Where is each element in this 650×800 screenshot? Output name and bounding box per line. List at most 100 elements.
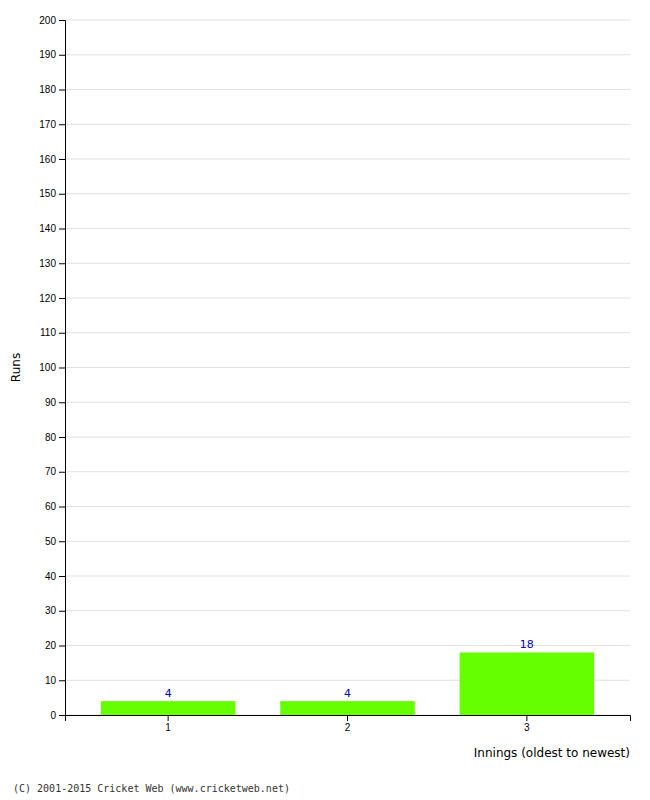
y-tick-mark — [59, 576, 65, 577]
grid-line — [65, 541, 630, 542]
grid-line — [65, 159, 630, 160]
y-tick-mark — [59, 333, 65, 334]
y-tick-mark — [59, 194, 65, 195]
y-tick-mark — [59, 159, 65, 160]
x-axis: 1 2 3 — [66, 715, 631, 733]
grid-line — [65, 89, 630, 90]
y-tick: 160 — [39, 154, 65, 165]
grid-line — [65, 228, 630, 229]
y-tick: 20 — [45, 640, 65, 651]
grid-line — [65, 54, 630, 55]
grid-line — [65, 298, 630, 299]
y-tick: 80 — [45, 432, 65, 443]
y-tick-mark — [59, 680, 65, 681]
y-tick-mark — [59, 402, 65, 403]
y-tick-mark — [59, 541, 65, 542]
y-tick-label: 140 — [39, 223, 56, 234]
y-tick-label: 110 — [40, 327, 56, 338]
y-tick: 200 — [39, 15, 65, 26]
y-tick: 140 — [39, 223, 65, 234]
y-tick-mark — [59, 20, 65, 21]
y-tick-mark — [59, 90, 65, 91]
y-tick: 60 — [45, 501, 65, 512]
y-tick-label: 40 — [45, 571, 57, 582]
bar — [460, 652, 595, 715]
y-tick-mark — [59, 646, 65, 647]
y-tick-mark — [59, 715, 65, 716]
x-tick-label: 2 — [345, 722, 351, 733]
y-tick-label: 160 — [39, 154, 56, 165]
y-tick-mark — [59, 55, 65, 56]
bars — [101, 652, 594, 715]
y-tick-mark — [59, 263, 65, 264]
x-tick: 3 — [524, 715, 530, 733]
grid-line — [65, 471, 630, 472]
y-tick-label: 130 — [39, 258, 56, 269]
data-label: 18 — [520, 638, 534, 651]
y-tick-mark — [59, 229, 65, 230]
data-labels: 4418 — [165, 638, 534, 700]
grid — [65, 20, 630, 715]
y-tick: 100 — [39, 362, 65, 373]
y-tick-label: 0 — [50, 710, 56, 721]
y-tick-mark — [59, 611, 65, 612]
x-tick-label: 3 — [524, 722, 530, 733]
data-label: 4 — [165, 687, 172, 700]
grid-line — [65, 263, 630, 264]
y-tick-label: 180 — [39, 84, 56, 95]
y-tick-label: 50 — [45, 536, 57, 547]
y-tick-mark — [59, 507, 65, 508]
x-tick: 2 — [345, 715, 351, 733]
y-tick-label: 10 — [45, 675, 57, 686]
x-axis-line — [66, 716, 631, 722]
y-tick: 10 — [45, 675, 65, 686]
grid-line — [65, 437, 630, 438]
y-tick-label: 170 — [39, 119, 56, 130]
grid-line — [65, 402, 630, 403]
y-tick: 90 — [45, 397, 65, 408]
y-tick: 180 — [39, 84, 65, 95]
y-tick: 110 — [40, 327, 65, 338]
bar — [280, 701, 415, 715]
y-tick: 0 — [50, 710, 65, 721]
x-tick-label: 1 — [165, 722, 171, 733]
y-tick-label: 90 — [45, 397, 57, 408]
y-tick: 170 — [39, 119, 65, 130]
y-tick-mark — [59, 472, 65, 473]
bar — [101, 701, 236, 715]
y-tick: 70 — [45, 466, 65, 477]
y-tick-label: 200 — [39, 15, 56, 26]
y-axis-title: Runs — [9, 353, 23, 382]
grid-line — [65, 193, 630, 194]
x-tick-mark — [526, 715, 527, 721]
x-tick-mark — [347, 715, 348, 721]
footer: (C) 2001-2015 Cricket Web (www.cricketwe… — [13, 783, 290, 794]
y-tick-mark — [59, 298, 65, 299]
y-tick: 150 — [39, 188, 65, 199]
y-axis-line — [59, 21, 66, 716]
y-tick-label: 80 — [45, 432, 57, 443]
y-axis: 0 10 20 30 40 50 60 70 80 90 100 110 120 130 140 150 160… — [39, 15, 65, 721]
chart: 0 10 20 30 40 50 60 70 80 90 100 110 120 130 140 150 160… — [0, 0, 650, 800]
grid-line — [65, 332, 630, 333]
grid-line — [65, 645, 630, 646]
y-tick-label: 30 — [45, 605, 57, 616]
y-tick: 40 — [45, 571, 65, 582]
y-tick: 50 — [45, 536, 65, 547]
y-tick: 120 — [39, 293, 65, 304]
y-tick-mark — [59, 368, 65, 369]
grid-line — [65, 124, 630, 125]
grid-line — [65, 367, 630, 368]
plot: 0 10 20 30 40 50 60 70 80 90 100 110 120 130 140 150 160… — [9, 15, 631, 760]
x-axis-title: Innings (oldest to newest) — [474, 746, 630, 760]
y-tick-label: 100 — [39, 362, 56, 373]
y-tick-label: 120 — [39, 293, 56, 304]
y-tick: 190 — [39, 49, 65, 60]
grid-line — [65, 610, 630, 611]
y-tick-label: 70 — [45, 466, 57, 477]
y-tick-mark — [59, 124, 65, 125]
y-tick: 130 — [39, 258, 65, 269]
y-tick-label: 20 — [45, 640, 57, 651]
x-tick-mark — [168, 715, 169, 721]
y-tick-label: 150 — [39, 188, 56, 199]
